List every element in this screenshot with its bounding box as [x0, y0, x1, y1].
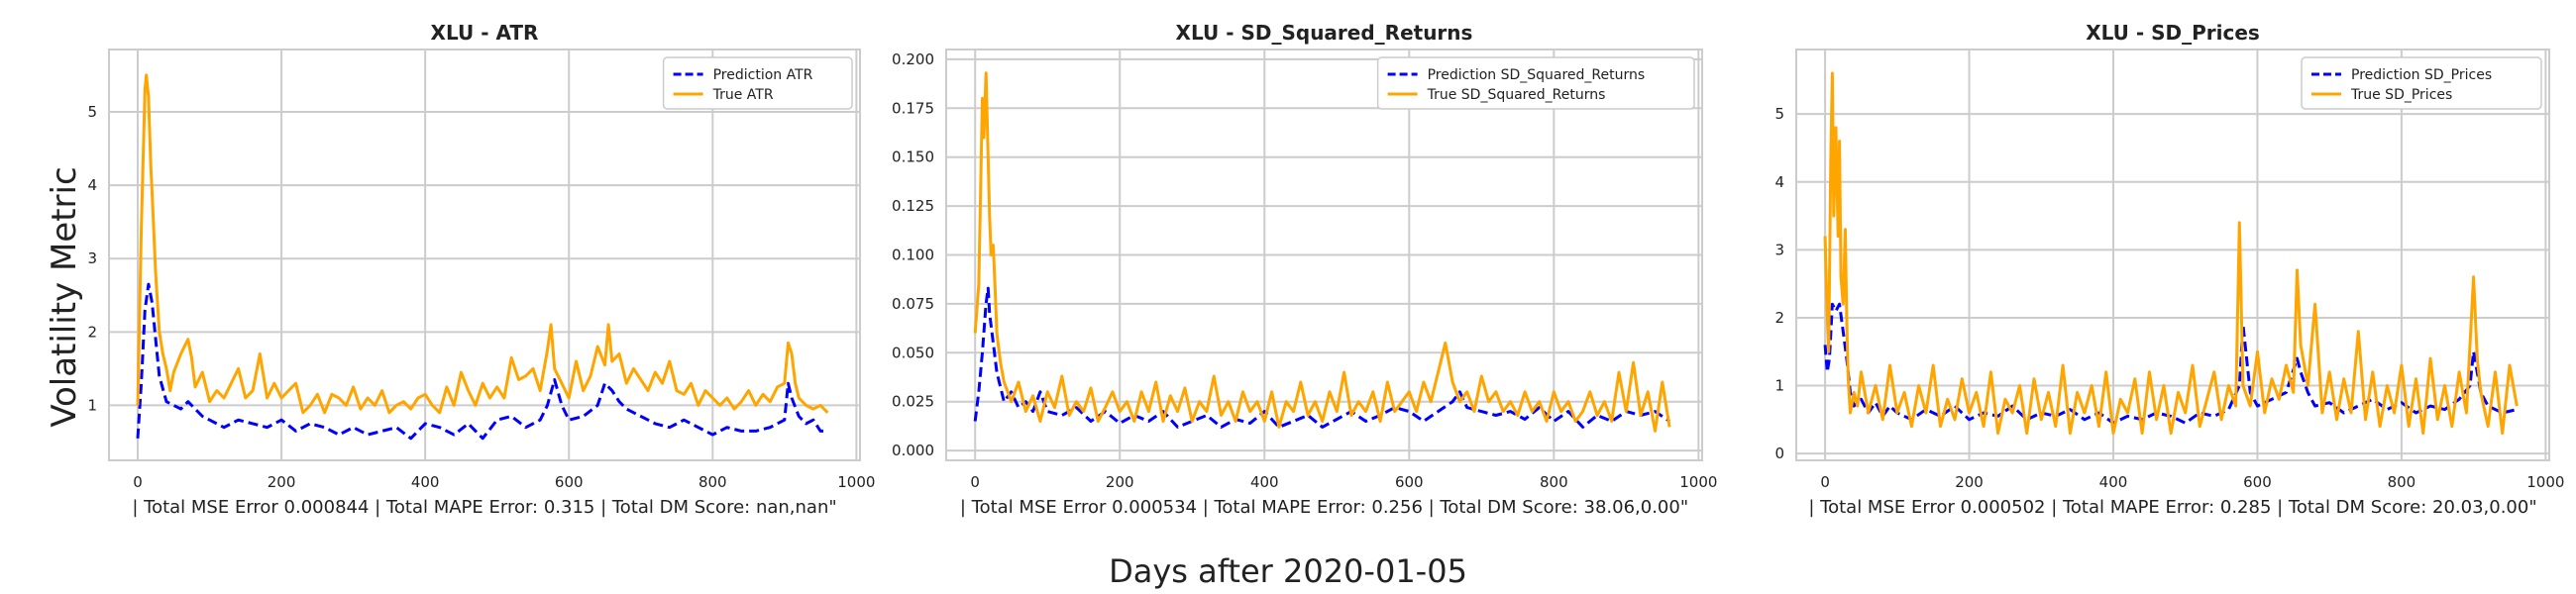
series-line-prediction [973, 286, 1670, 429]
x-tick-label: 800 [1540, 473, 1568, 491]
y-tick-label: 3 [87, 249, 97, 267]
chart-title: XLU - ATR [431, 21, 539, 45]
figure-y-axis-label: Volatility Metric [40, 0, 89, 594]
chart-x-axis-label: | Total MSE Error 0.000844 | Total MAPE … [132, 497, 836, 518]
chart-x-axis-label: | Total MSE Error 0.000534 | Total MAPE … [960, 497, 1688, 518]
y-tick-label: 0.175 [892, 99, 934, 117]
y-tick-label: 0.025 [892, 393, 934, 411]
plot-frame [1795, 49, 2550, 461]
series-line-prediction [136, 282, 828, 441]
y-tick-label: 4 [87, 176, 97, 194]
legend-label: Prediction ATR [713, 67, 813, 83]
y-tick-label: 0.125 [892, 197, 934, 215]
y-tick-label: 0.075 [892, 295, 934, 313]
plot-area [109, 50, 860, 460]
chart-panel-3: 0 200 400 600 800 1000 0 1 2 3 4 5 XLU - SD_Prices | … [1774, 21, 2564, 518]
legend-box [2301, 56, 2542, 110]
x-tick-label: 200 [268, 473, 296, 491]
chart-panel-2: 0 200 400 600 800 1000 0.000 0.025 0.050 0.075 0.1… [892, 21, 1717, 518]
series-line-true [1823, 71, 2519, 436]
plot-frame [945, 49, 1703, 461]
y-tick-label: 0.000 [892, 442, 934, 459]
x-tick-label: 600 [2243, 473, 2272, 491]
x-tick-label: 0 [133, 473, 143, 491]
y-tick-label: 4 [1774, 173, 1784, 191]
y-tick-label: 0.200 [892, 50, 934, 68]
y-tick-label: 5 [87, 103, 97, 121]
x-tick-label: 0 [970, 473, 980, 491]
x-tick-label: 0 [1820, 473, 1830, 491]
x-tick-label: 800 [698, 473, 727, 491]
x-tick-label: 200 [1106, 473, 1134, 491]
figure-x-axis-label: Days after 2020-01-05 [1109, 552, 1467, 590]
x-tick-label: 1000 [837, 473, 875, 491]
x-tick-label: 600 [555, 473, 584, 491]
y-tick-label: 3 [1774, 241, 1784, 258]
x-tick-label: 800 [2388, 473, 2416, 491]
x-tick-label: 400 [411, 473, 440, 491]
legend-label: True SD_Squared_Returns [1427, 87, 1606, 103]
y-tick-label: 0 [1774, 445, 1784, 462]
x-tick-label: 1000 [2526, 473, 2564, 491]
x-tick-label: 400 [1250, 473, 1279, 491]
y-tick-label: 2 [1774, 309, 1784, 327]
legend-box [662, 56, 853, 110]
legend-box [1376, 56, 1695, 110]
y-tick-label: 0.100 [892, 247, 934, 264]
x-tick-label: 200 [1955, 473, 1984, 491]
y-tick-label: 5 [1774, 105, 1784, 123]
y-tick-label: 0.150 [892, 148, 934, 166]
plot-frame [108, 49, 861, 461]
legend-label: Prediction SD_Prices [2351, 67, 2492, 83]
y-tick-label: 0.050 [892, 344, 934, 361]
legend-label: Prediction SD_Squared_Returns [1428, 67, 1646, 83]
legend: Prediction ATR True ATR [662, 56, 853, 110]
figure-y-axis-label-text: Volatility Metric [45, 166, 84, 428]
x-tick-label: 1000 [1679, 473, 1717, 491]
x-tick-label: 400 [2099, 473, 2128, 491]
series-line-true [136, 73, 829, 415]
legend-label: True SD_Prices [2350, 87, 2452, 103]
y-tick-label: 2 [87, 323, 97, 341]
legend: Prediction SD_Squared_Returns True SD_Squ… [1376, 56, 1695, 110]
chart-title: XLU - SD_Squared_Returns [1176, 21, 1473, 45]
chart-x-axis-label: | Total MSE Error 0.000502 | Total MAPE … [1808, 497, 2536, 518]
legend: Prediction SD_Prices True SD_Prices [2301, 56, 2542, 110]
x-tick-label: 600 [1395, 473, 1424, 491]
chart-panel-1: 0 200 400 600 800 1000 1 2 3 4 5 XLU - ATR | Total M… [87, 21, 875, 518]
chart-title: XLU - SD_Prices [2086, 21, 2260, 45]
y-tick-label: 1 [1774, 377, 1784, 395]
y-tick-label: 1 [87, 396, 97, 414]
series-line-true [973, 71, 1671, 433]
legend-label: True ATR [712, 87, 774, 103]
